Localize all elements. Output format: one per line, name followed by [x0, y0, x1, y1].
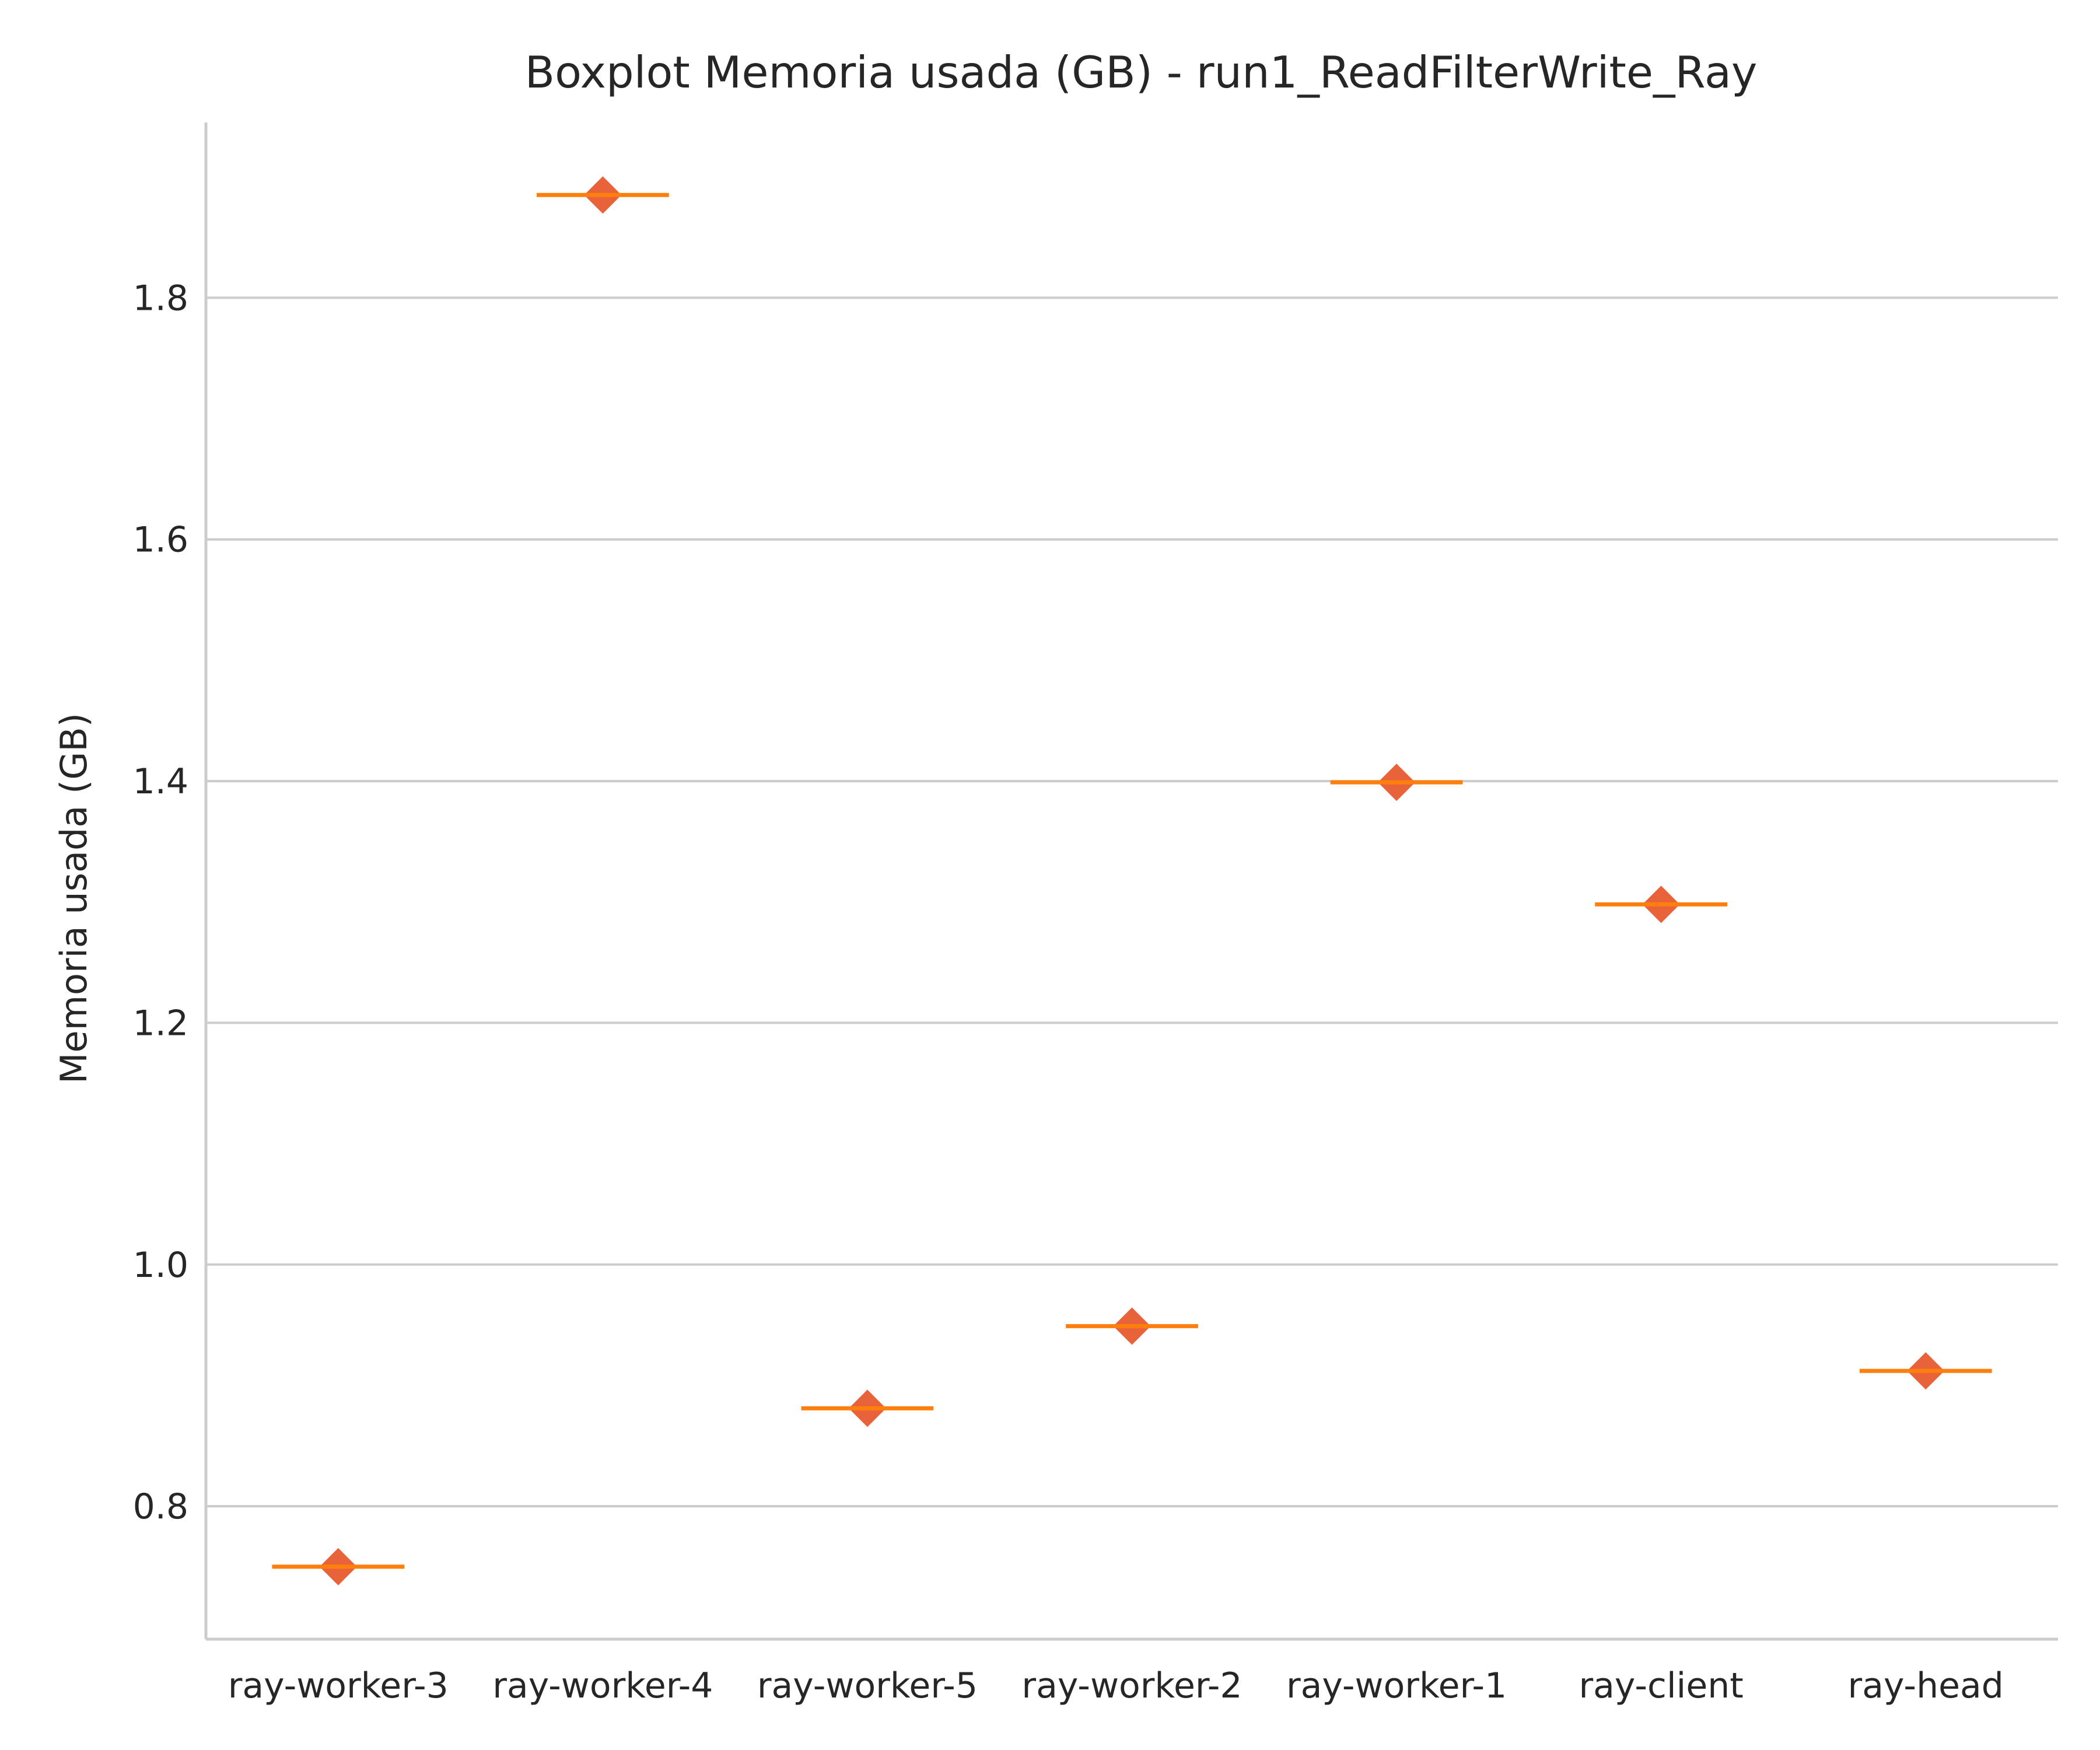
labels-layer: 0.8 1.0 1.2 1.4 1.6 1.8 ray-worker-3 ray-worker… — [133, 278, 2004, 1706]
x-tick-label: ray-worker-5 — [757, 1665, 978, 1706]
y-axis-label: Memoria usada (GB) — [52, 713, 95, 1084]
x-tick-label: ray-worker-3 — [228, 1665, 449, 1706]
x-tick-label: ray-client — [1578, 1665, 1743, 1706]
y-tick-label: 1.0 — [133, 1245, 188, 1286]
grid-layer — [206, 296, 2058, 1508]
x-tick-label: ray-head — [1848, 1665, 2004, 1706]
marks-layer — [272, 176, 1992, 1586]
y-tick-label: 1.6 — [133, 520, 188, 561]
y-tick-label: 0.8 — [133, 1486, 188, 1527]
y-tick-label: 1.2 — [133, 1003, 188, 1044]
y-tick-label: 1.4 — [133, 761, 188, 802]
x-tick-label: ray-worker-2 — [1021, 1665, 1242, 1706]
y-tick-label: 1.8 — [133, 278, 188, 318]
x-tick-label: ray-worker-1 — [1286, 1665, 1507, 1706]
x-tick-label: ray-worker-4 — [492, 1665, 713, 1706]
chart-title: Boxplot Memoria usada (GB) - run1_ReadFi… — [525, 47, 1758, 98]
axes-layer — [204, 123, 2058, 1641]
